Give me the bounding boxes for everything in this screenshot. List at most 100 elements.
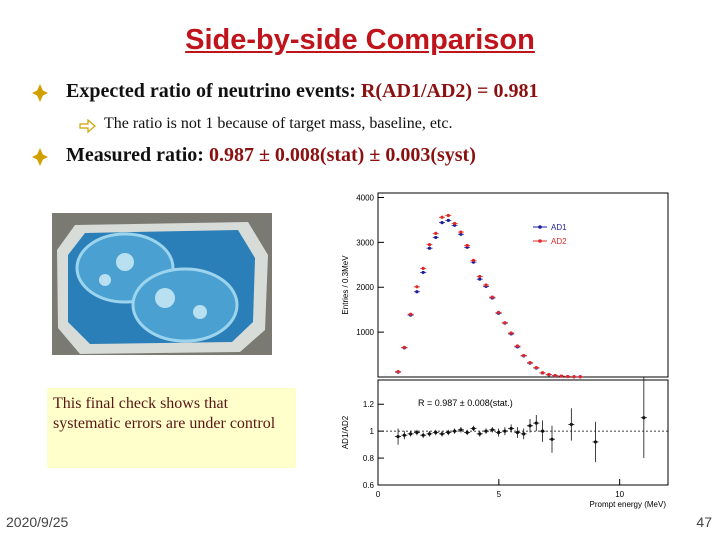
data-point <box>459 232 463 236</box>
data-point <box>471 426 476 431</box>
sub-bullet-text: The ratio is not 1 because of target mas… <box>104 115 453 132</box>
x-axis-label: Prompt energy (MeV) <box>590 500 667 509</box>
y-tick-label: 2000 <box>356 283 374 292</box>
data-point <box>415 290 419 294</box>
y-tick-label: 1000 <box>356 328 374 337</box>
data-point <box>522 353 526 358</box>
data-point <box>550 437 554 441</box>
bullet <box>32 89 48 97</box>
data-point <box>427 246 432 250</box>
slide-title: Side-by-side Comparison <box>185 24 535 56</box>
data-point <box>559 374 564 378</box>
data-point <box>446 430 450 435</box>
data-point <box>434 235 438 240</box>
data-point <box>453 429 457 433</box>
data-point <box>593 440 598 444</box>
footer-date: 2020/9/25 <box>6 514 69 530</box>
data-point <box>547 372 551 377</box>
data-point <box>569 422 573 427</box>
bullet-label: Measured ratio: <box>66 144 204 166</box>
data-point <box>415 430 419 435</box>
data-point <box>572 375 576 379</box>
data-point <box>540 429 545 433</box>
data-point <box>409 312 413 316</box>
data-point <box>427 432 432 436</box>
data-point <box>421 270 425 275</box>
legend-label: AD1 <box>551 223 567 232</box>
legend-marker <box>538 225 542 229</box>
data-point <box>396 370 400 374</box>
data-point <box>440 432 444 436</box>
legend-marker <box>538 239 542 243</box>
data-point <box>490 295 494 299</box>
plot-frame <box>377 192 669 378</box>
bullet <box>32 153 48 161</box>
y-axis-label: Entries / 0.3MeV <box>341 255 350 315</box>
data-point <box>496 430 501 435</box>
data-point <box>528 361 532 365</box>
data-point <box>440 221 444 225</box>
data-point <box>478 277 482 281</box>
data-point <box>459 428 463 432</box>
bullet-text: Measured ratio: 0.987 ± 0.008(stat) ± 0.… <box>66 144 476 167</box>
bullet-value: R(AD1/AD2) = 0.981 <box>360 80 539 102</box>
data-point <box>402 345 406 349</box>
data-point <box>421 433 425 437</box>
data-point <box>446 213 450 218</box>
page-number: 47 <box>696 514 712 530</box>
sub-bullet <box>79 118 96 134</box>
data-point <box>421 266 425 270</box>
y-axis-label: AD1/AD2 <box>341 415 350 449</box>
data-point <box>478 432 482 436</box>
data-point <box>578 375 582 379</box>
bullet-text: Expected ratio of neutrino events: R(AD1… <box>66 80 538 103</box>
data-point <box>446 218 450 222</box>
data-point <box>490 428 494 432</box>
data-point <box>402 433 406 437</box>
data-point <box>484 429 488 433</box>
bullet-value: 0.987 ± 0.008(stat) ± 0.003(syst) <box>208 144 476 166</box>
data-point <box>465 430 469 435</box>
data-point <box>528 424 532 428</box>
data-point <box>459 230 463 234</box>
data-point <box>503 321 507 325</box>
detector-photo <box>52 213 272 355</box>
data-point <box>427 243 432 247</box>
y-tick-label: 3000 <box>356 238 374 247</box>
data-point <box>540 371 545 375</box>
data-point <box>553 374 557 378</box>
data-point <box>509 426 513 431</box>
data-point <box>534 421 538 425</box>
data-point <box>503 429 507 433</box>
data-point <box>434 231 438 235</box>
data-point <box>434 430 438 435</box>
data-point <box>471 258 476 262</box>
plot-frame <box>377 379 669 486</box>
data-point <box>478 274 482 279</box>
data-point <box>465 243 469 248</box>
data-point <box>440 215 444 219</box>
data-point <box>509 331 513 335</box>
bullet-label: Expected ratio of neutrino events: <box>66 80 356 102</box>
callout: This final check shows that systematic e… <box>47 388 296 468</box>
data-point <box>396 434 400 439</box>
data-point <box>534 365 538 370</box>
y-tick-label: 0.6 <box>363 481 375 490</box>
annotation: R = 0.987 ± 0.008(stat.) <box>418 398 513 408</box>
legend-label: AD2 <box>551 237 567 246</box>
data-point <box>515 430 520 435</box>
y-tick-label: 0.8 <box>363 454 375 463</box>
data-point <box>484 283 488 287</box>
x-tick-label: 10 <box>615 490 624 499</box>
data-point <box>409 432 413 436</box>
data-point <box>415 285 419 289</box>
data-point <box>566 374 570 379</box>
data-point <box>496 310 501 314</box>
y-tick-label: 4000 <box>356 193 374 202</box>
x-tick-label: 0 <box>376 490 381 499</box>
data-point <box>515 344 520 348</box>
y-tick-label: 1.2 <box>363 400 375 409</box>
